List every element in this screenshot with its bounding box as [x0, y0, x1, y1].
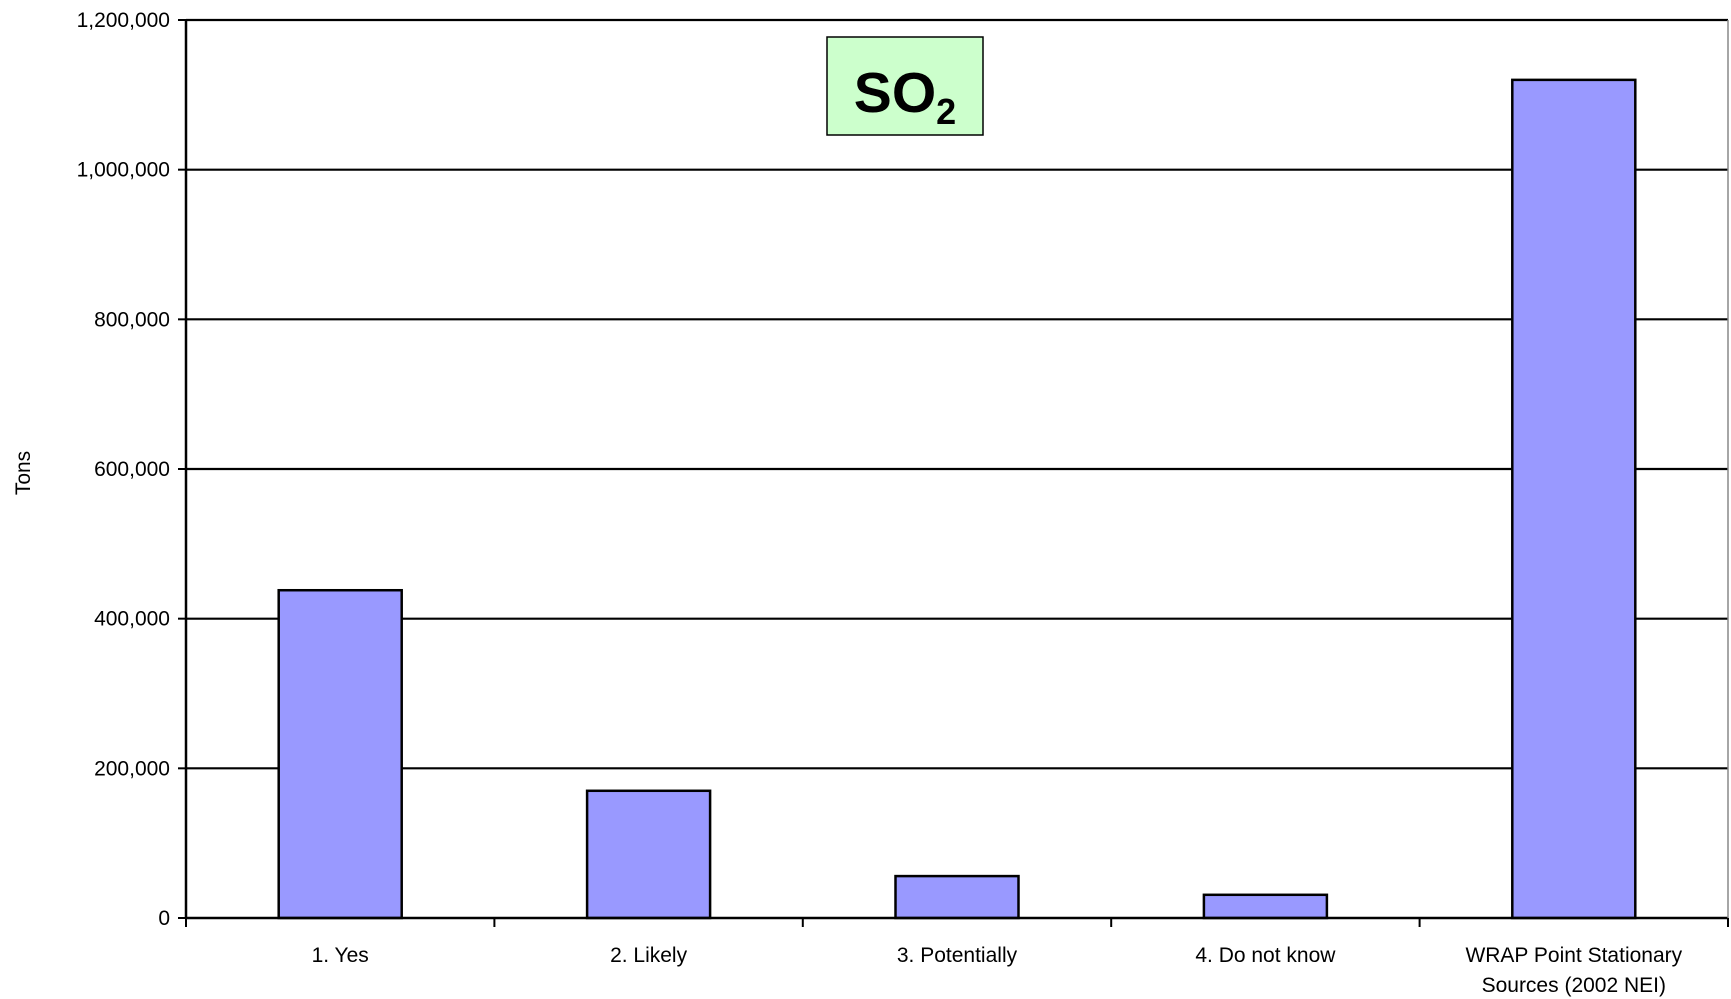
x-tick-label-line: 4. Do not know — [1195, 944, 1336, 967]
y-tick-label: 800,000 — [94, 308, 170, 331]
chart-title-subscript: 2 — [936, 91, 956, 132]
bar — [277, 588, 403, 920]
y-tick-label: 1,200,000 — [77, 9, 170, 32]
chart-title-main: SO — [854, 61, 936, 125]
y-tick-label: 1,000,000 — [77, 159, 170, 182]
chart-title: SO2 — [854, 61, 956, 132]
x-tick-label-line: 1. Yes — [312, 944, 369, 967]
bar — [894, 874, 1020, 920]
gridlines — [186, 18, 1728, 770]
x-tick-label-line: 2. Likely — [610, 944, 688, 967]
y-tick-label: 0 — [158, 907, 170, 930]
bar — [1202, 893, 1329, 920]
x-tick-label: 4. Do not know — [1195, 944, 1336, 967]
x-tick-label: 3. Potentially — [897, 944, 1018, 967]
title-box-background — [826, 36, 984, 136]
x-tick-label: WRAP Point Stationary Sources (2002 NEI) — [1465, 944, 1682, 997]
axes — [178, 19, 1729, 927]
y-tick-label: 400,000 — [94, 608, 170, 631]
bar — [585, 789, 712, 920]
x-tick-label: 1. Yes — [312, 944, 369, 967]
bar — [1511, 78, 1637, 920]
x-tick-label-line: Sources (2002 NEI) — [1482, 974, 1666, 997]
x-tick-labels: 1. Yes 2. Likely 3. Potentially 4. Do not k… — [312, 944, 1683, 997]
y-tick-labels: 0 200,000 400,000 600,000 800,000 1,000,000 1,… — [77, 9, 170, 930]
x-tick-label: 2. Likely — [610, 944, 688, 967]
chart-title-box: SO2 — [826, 36, 984, 136]
bars — [277, 78, 1637, 920]
x-tick-label-line: 3. Potentially — [897, 944, 1018, 967]
y-tick-label: 600,000 — [94, 458, 170, 481]
y-tick-label: 200,000 — [94, 757, 170, 780]
y-axis-label: Tons — [12, 451, 35, 495]
x-tick-label-line: WRAP Point Stationary — [1465, 944, 1682, 967]
